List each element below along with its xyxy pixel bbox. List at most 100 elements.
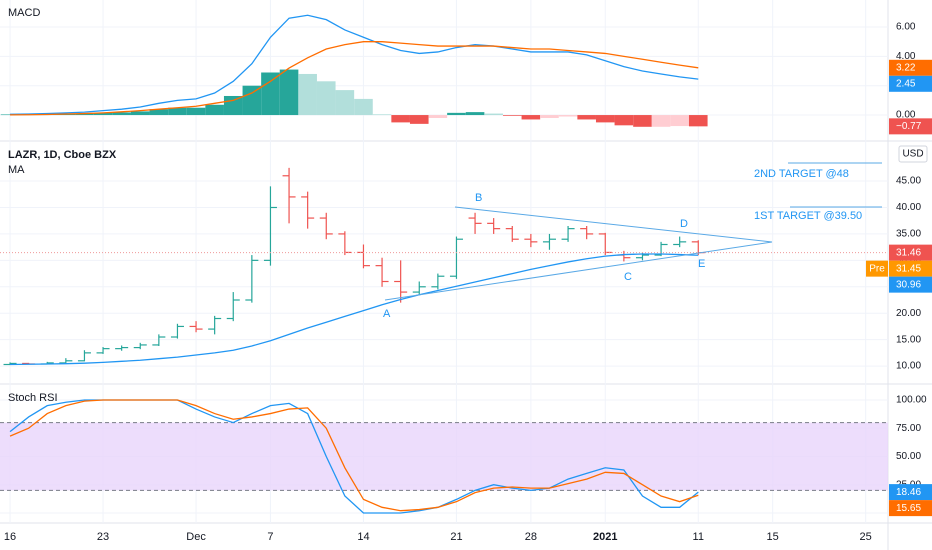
x-tick-label: 2021 — [593, 531, 617, 543]
x-tick-label: 15 — [767, 531, 779, 543]
session-tag — [866, 260, 888, 277]
panel-title: Stoch RSI — [8, 392, 58, 404]
marks — [0, 14, 888, 514]
histogram-bar — [93, 112, 113, 116]
annotation: E — [698, 258, 705, 270]
line — [10, 41, 699, 116]
currency-box[interactable] — [898, 145, 928, 163]
histogram-bar — [521, 115, 541, 120]
y-tick-label: 0.00 — [896, 110, 916, 121]
histogram-bar — [447, 112, 466, 116]
histogram-bar — [186, 107, 206, 116]
histogram-bar — [558, 115, 578, 117]
histogram-bar — [633, 115, 652, 127]
annotation: C — [624, 271, 632, 283]
x-tick-label: 14 — [357, 531, 369, 543]
histogram-bar — [316, 81, 336, 116]
x-tick-label: 21 — [450, 531, 462, 543]
histogram-bar — [205, 104, 224, 116]
annotation: 2ND TARGET @48 — [754, 168, 849, 180]
histogram-bar — [130, 111, 150, 116]
y-tick-label: 6.00 — [896, 22, 916, 33]
drawings: A B C D E 2ND TARGET @48 1ST TARGET @39.… — [383, 162, 882, 320]
line — [9, 399, 699, 512]
histogram-bar — [614, 115, 634, 126]
session-label: Pre — [869, 263, 885, 274]
price-tag — [889, 500, 932, 517]
annotation: 1ST TARGET @39.50 — [754, 210, 862, 222]
histogram-bar — [651, 115, 671, 127]
histogram-bar — [465, 112, 485, 116]
y-tick-label: 40.00 — [896, 202, 921, 213]
y-tick-label: 75.00 — [896, 423, 921, 434]
price-tag-label: 3.22 — [896, 62, 916, 73]
x-tick-label: 28 — [525, 531, 537, 543]
line — [10, 253, 699, 366]
band — [0, 422, 888, 491]
histogram-bar — [261, 72, 280, 116]
price-tag-label: −0.77 — [896, 121, 922, 132]
price-tag-label: 15.65 — [896, 503, 921, 514]
price-tag — [889, 276, 932, 293]
histogram-bar — [75, 113, 94, 116]
x-tick-label: 16 — [4, 531, 16, 543]
histogram-bar — [577, 115, 596, 120]
price-tags: 3.22 2.45 −0.77 31.46 31.45 Pre 30.96 18.46 15.6… — [866, 59, 932, 517]
histogram-bar — [279, 69, 299, 116]
histogram-bar — [223, 95, 243, 116]
annotation: A — [383, 308, 391, 320]
histogram-bar — [354, 98, 373, 116]
histogram-bar — [540, 115, 559, 118]
y-tick-label: 4.00 — [896, 51, 916, 62]
price-tag-label: 31.46 — [896, 247, 921, 258]
histogram-bar — [298, 73, 317, 116]
price-tag — [889, 484, 932, 501]
price-tag-label: 30.96 — [896, 279, 921, 290]
x-tick-label: 11 — [693, 531, 704, 543]
histogram-bar — [484, 113, 503, 116]
histogram-bar — [372, 114, 392, 116]
trend-line — [454, 206, 773, 243]
annotation: D — [680, 218, 688, 230]
y-tick-label: 15.00 — [896, 334, 921, 345]
panel-title: LAZR, 1D, Cboe BZX — [8, 149, 117, 161]
histogram-bar — [242, 85, 262, 116]
histogram-bar — [112, 112, 131, 116]
y-tick-label: 45.00 — [896, 176, 921, 187]
price-tag — [889, 244, 932, 261]
y-tick-label: 100.00 — [896, 395, 927, 406]
histogram-bar — [391, 115, 410, 123]
y-tick-label: 35.00 — [896, 229, 921, 240]
currency[interactable]: USD — [902, 149, 923, 160]
panel-subtitle: MA — [8, 164, 25, 176]
x-tick-label: 25 — [860, 531, 872, 543]
histogram-bar — [670, 115, 689, 127]
panel-title: MACD — [8, 7, 40, 19]
price-tag — [889, 59, 932, 76]
histogram-bar — [409, 115, 429, 124]
histogram-bar — [502, 115, 522, 116]
histogram-bar — [428, 115, 448, 118]
price-tag — [889, 118, 932, 135]
histogram-bar — [168, 107, 187, 116]
x-tick-label: 7 — [267, 531, 273, 543]
histogram-bar — [595, 115, 615, 123]
price-tag-label: 18.46 — [896, 487, 921, 498]
histogram-bar — [335, 90, 355, 116]
y-tick-label: 50.00 — [896, 451, 921, 462]
price-tag — [889, 260, 932, 277]
annotation: B — [475, 192, 482, 204]
histogram-bar — [688, 115, 708, 127]
line — [10, 14, 699, 115]
price-tag-label: 31.45 — [896, 263, 921, 274]
y-tick-label: 20.00 — [896, 308, 921, 319]
x-tick-label: 23 — [97, 531, 109, 543]
y-tick-label: 10.00 — [896, 361, 921, 372]
x-tick-label: Dec — [186, 531, 206, 543]
histogram-bar — [149, 109, 169, 116]
price-tag-label: 2.45 — [896, 78, 916, 89]
price-tag — [889, 75, 932, 92]
trend-line — [384, 241, 773, 301]
